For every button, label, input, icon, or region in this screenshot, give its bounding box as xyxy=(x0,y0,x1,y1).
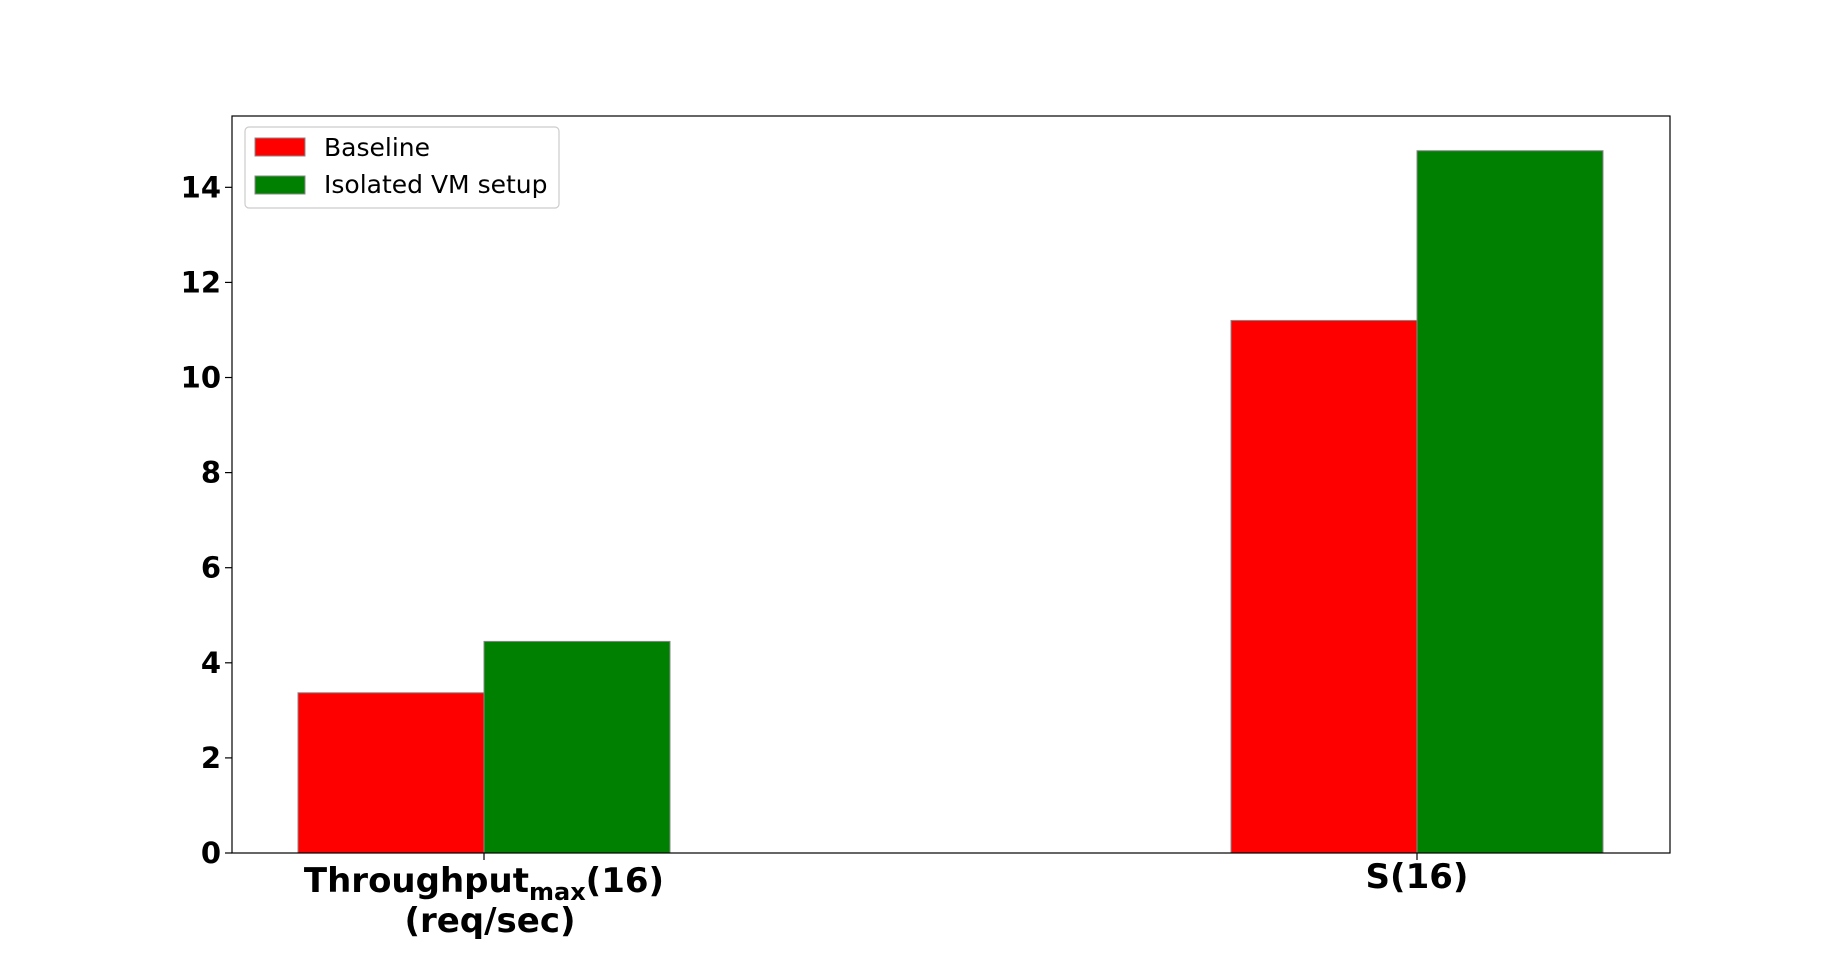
bars-layer xyxy=(297,150,1604,854)
bar-baseline-0 xyxy=(297,692,485,854)
legend-frame xyxy=(244,126,560,209)
legend: Baseline Isolated VM setup xyxy=(244,126,560,209)
y-tick-label-4: 8 xyxy=(201,456,221,490)
y-axis: 0 2 4 6 8 10 12 14 xyxy=(181,170,232,870)
x-axis: Throughputmax(16) (req/sec) S(16) xyxy=(304,853,1469,941)
bar-baseline-1 xyxy=(1230,319,1418,854)
legend-swatch-isolated-vm xyxy=(254,175,306,195)
y-tick-label-2: 4 xyxy=(201,646,221,680)
bar-isolated-vm-0 xyxy=(483,640,671,854)
x-tick-label-0-line2: (req/sec) xyxy=(404,901,575,941)
y-tick-label-6: 12 xyxy=(181,265,221,299)
bar-isolated-vm-1 xyxy=(1416,150,1604,854)
plot-frame xyxy=(231,115,1671,854)
y-tick-label-5: 10 xyxy=(181,361,221,395)
y-tick-label-7: 14 xyxy=(181,170,221,204)
y-tick-label-3: 6 xyxy=(201,551,221,585)
x-tick-label-0: Throughputmax(16) xyxy=(304,861,664,906)
legend-label-baseline: Baseline xyxy=(324,133,430,162)
legend-label-isolated-vm: Isolated VM setup xyxy=(324,170,548,199)
legend-swatch-baseline xyxy=(254,137,306,157)
y-tick-label-0: 0 xyxy=(201,836,221,870)
y-tick-label-1: 2 xyxy=(201,741,221,775)
x-tick-label-1: S(16) xyxy=(1366,857,1469,897)
